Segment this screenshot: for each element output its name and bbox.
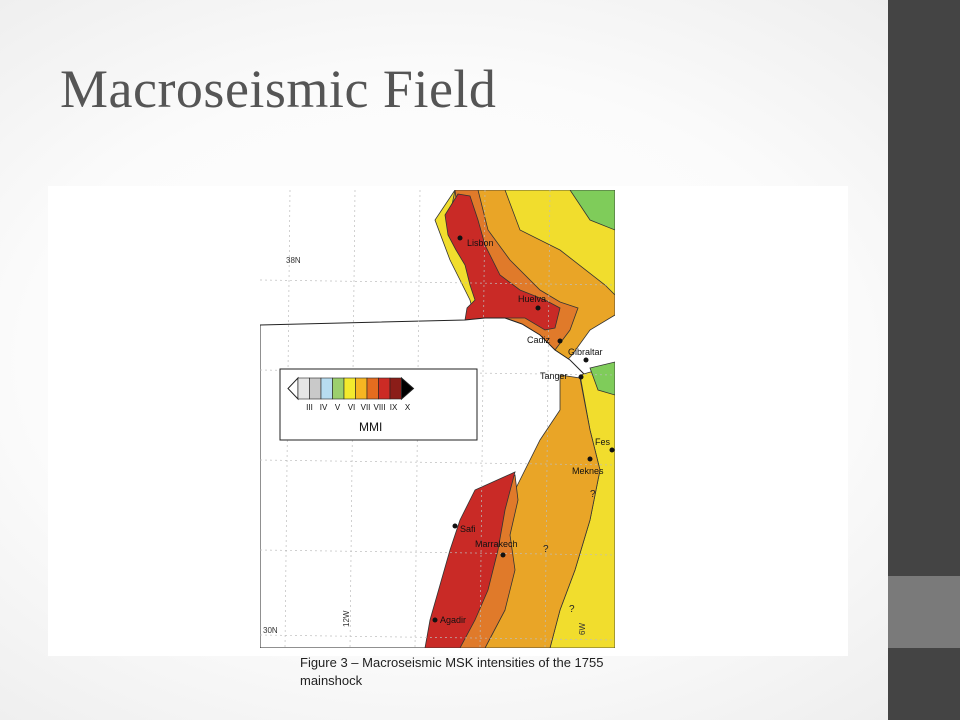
city-dot-lisbon <box>457 235 463 241</box>
legend-class-label: IX <box>390 403 398 412</box>
legend-swatch <box>297 377 310 400</box>
city-markers <box>432 235 615 623</box>
legend-labels: III IV V VI VII VIII IX X <box>306 403 411 412</box>
legend-swatch <box>389 377 402 400</box>
city-dot-agadir <box>432 617 438 623</box>
zone-gibraltar-v <box>589 361 615 396</box>
slide-title: Macroseismic Field <box>60 59 497 119</box>
city-label-marrakech: Marrakech <box>475 539 518 549</box>
legend-swatch <box>366 377 379 400</box>
city-dot-fes <box>609 447 615 453</box>
sidebar-accent-block <box>888 576 960 648</box>
zone-morocco-ix <box>424 471 516 648</box>
zone-morocco-vii <box>484 374 601 648</box>
lon-label-6w: 6W <box>578 623 587 635</box>
legend-class-label: IV <box>320 403 328 412</box>
uncertain-mark: ? <box>569 604 575 615</box>
city-label-fes: Fes <box>595 437 611 447</box>
legend-class-label: V <box>335 403 341 412</box>
city-dot-safi <box>452 523 458 529</box>
legend-swatches <box>287 376 415 401</box>
legend-title: MMI <box>359 420 382 434</box>
city-dot-cadiz <box>557 338 563 344</box>
legend-swatch <box>309 377 322 400</box>
city-dot-tanger <box>578 374 584 380</box>
city-label-tanger: Tanger <box>540 371 568 381</box>
legend-class-label: VIII <box>373 403 385 412</box>
legend-swatch <box>355 377 368 400</box>
legend-swatch <box>343 377 356 400</box>
city-dot-gibraltar <box>583 357 589 363</box>
city-label-lisbon: Lisbon <box>467 238 494 248</box>
legend-swatch <box>332 377 345 400</box>
legend-class-label: VI <box>348 403 356 412</box>
city-label-safi: Safi <box>460 524 476 534</box>
city-label-cadiz: Cadiz <box>527 335 551 345</box>
uncertain-mark: ? <box>543 544 549 555</box>
city-dot-meknes <box>587 456 593 462</box>
uncertain-marks: ? ? ? ? <box>543 489 596 615</box>
macroseismic-map: 38N 30N 12W 6W Lisbon Huelva Cadiz Gibra… <box>260 190 615 648</box>
lat-label-38n: 38N <box>286 256 301 265</box>
map-graticule <box>260 190 615 648</box>
figure-caption: Figure 3 – Macroseismic MSK intensities … <box>300 655 604 688</box>
legend-class-label: VII <box>361 403 371 412</box>
legend-class-label: X <box>405 403 411 412</box>
city-dot-huelva <box>535 305 541 311</box>
zone-iberia-v <box>569 190 615 231</box>
legend-swatch <box>320 377 333 400</box>
mmi-legend: III IV V VI VII VIII IX X MMI <box>279 368 478 441</box>
lat-label-30n: 30N <box>263 626 278 635</box>
legend-swatch <box>378 377 391 400</box>
uncertain-mark: ? <box>590 489 596 500</box>
city-dot-marrakech <box>500 552 506 558</box>
lon-label-12w: 12W <box>342 610 351 627</box>
legend-class-label: III <box>306 403 313 412</box>
city-label-meknes: Meknes <box>572 466 604 476</box>
legend-arrow-high <box>401 376 415 401</box>
city-label-gibraltar: Gibraltar <box>568 347 603 357</box>
zone-iberia-ix <box>444 193 561 331</box>
city-label-agadir: Agadir <box>440 615 466 625</box>
city-labels: Lisbon Huelva Cadiz Gibraltar Tanger Fes… <box>440 238 611 625</box>
city-label-huelva: Huelva <box>518 294 546 304</box>
